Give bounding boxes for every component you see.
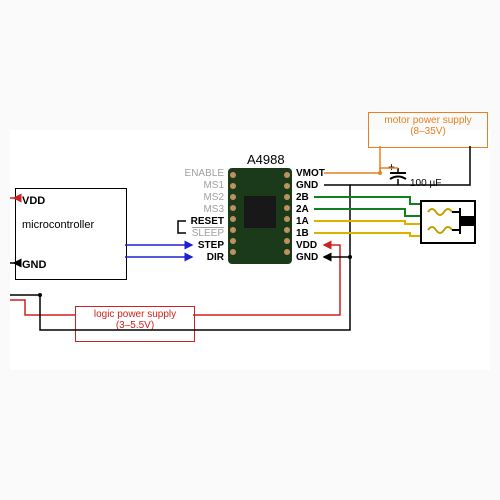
wiring-svg xyxy=(10,130,490,370)
motor-supply-label1: motor power supply xyxy=(369,115,487,126)
wiring-diagram: VDD microcontroller GND A4988 xyxy=(10,130,490,370)
